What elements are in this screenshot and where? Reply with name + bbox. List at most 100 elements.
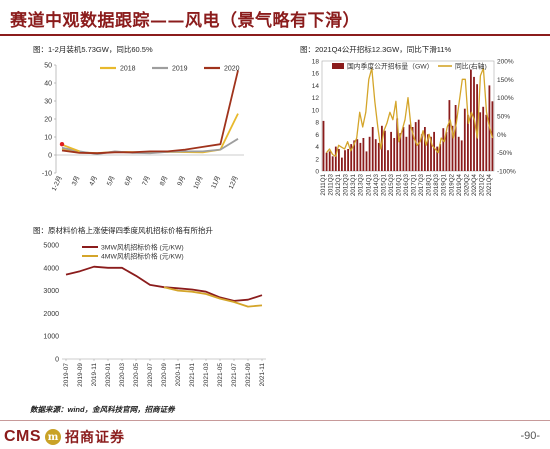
- chart1-y-tick-label: 20: [44, 117, 52, 124]
- title-divider: [0, 34, 550, 36]
- chart2-x-tick-label: 2019Q4: [456, 173, 463, 196]
- chart3-x-tick-label: 2020-11: [175, 363, 182, 387]
- chart1-legend-label: 2020: [224, 66, 240, 73]
- chart1-series-2018: [61, 113, 239, 155]
- chart1-x-tick-label: 11月: [209, 174, 222, 189]
- chart2-bar: [417, 119, 420, 171]
- chart1-x-tick-label: 9月: [175, 174, 187, 187]
- chart3-legend-label: 3MW风机招标价格 (元/KW): [101, 243, 184, 252]
- chart2-x-tick-label: 2011Q1: [320, 173, 327, 195]
- chart2-plot-frame: [321, 60, 495, 172]
- chart3-series-3mw: [65, 265, 263, 302]
- chart2-y-right-tick-label: -100%: [497, 169, 516, 176]
- chart3-x-tick-label: 2020-09: [161, 363, 168, 387]
- chart2-bar: [347, 149, 349, 171]
- chart3-y-tick-label: 2000: [43, 311, 59, 318]
- chart1-x-tick-label: 4月: [87, 174, 99, 187]
- chart2-x-tick-label: 2012Q3: [343, 173, 350, 196]
- chart3-y-tick-label: 3000: [43, 288, 59, 295]
- chart3-x-tick-label: 2020-03: [119, 363, 126, 387]
- chart1-y-tick-label: 40: [44, 81, 52, 88]
- chart3-x-tick-label: 2021-09: [245, 363, 252, 387]
- chart3-x-tick-label: 2020-05: [133, 363, 140, 387]
- logo-company-name: 招商证券: [65, 430, 126, 446]
- chart2-x-tick-label: 2014Q3: [373, 173, 380, 196]
- chart2-y-left-tick-label: 12: [312, 95, 320, 102]
- chart1-x-tick-label: 10月: [192, 174, 205, 190]
- chart2-y-left-tick-label: 6: [315, 132, 319, 139]
- chart2-y-left-tick-label: 16: [312, 71, 320, 78]
- chart2-x-tick-label: 2021Q4: [486, 173, 493, 196]
- chart2-y-left-tick-label: 4: [315, 144, 319, 151]
- chart2-y-left-tick-label: 10: [312, 107, 320, 114]
- chart2-bar: [476, 84, 478, 171]
- chart2-bar: [414, 122, 417, 171]
- chart2-bar: [338, 149, 340, 171]
- chart2-title: 图：2021Q4公开招标12.3GW，同比下滑11%: [300, 45, 452, 54]
- chart2-bar: [420, 134, 423, 171]
- chart1-y-tick-label: 0: [48, 153, 52, 160]
- chart3-legend-label: 4MW风机招标价格 (元/KW): [101, 252, 184, 261]
- chart2-x-tick-label: 2020Q4: [471, 173, 478, 196]
- chart2-y-right-tick-label: 0%: [497, 132, 507, 139]
- chart2-bar: [460, 140, 463, 171]
- chart2-x-tick-label: 2015Q3: [388, 173, 395, 196]
- page-title: 赛道中观数据跟踪——风电（景气略有下滑）: [10, 11, 360, 31]
- chart1-y-tick-label: -10: [42, 171, 52, 178]
- chart1-x-tick-label: 6月: [123, 174, 135, 187]
- chart2-bar: [463, 108, 466, 171]
- chart2-bar: [473, 76, 475, 171]
- chart1-y-tick-label: 50: [44, 63, 52, 70]
- chart2-y-right-tick-label: 100%: [497, 95, 514, 102]
- chart2-bar: [399, 133, 402, 171]
- chart1-y-tick-label: 30: [44, 99, 52, 106]
- chart2-tenders: 0 2 4 6 8 10 12 14 16 18 -100% -50% 0% 50% 100% 150% 200…: [312, 59, 516, 197]
- chart2-x-tick-label: 2017Q3: [418, 173, 425, 196]
- chart3-series-4mw: [163, 286, 263, 308]
- chart2-bar: [442, 128, 445, 171]
- chart2-bar: [362, 138, 365, 171]
- chart2-x-tick-label: 2016Q1: [395, 173, 402, 196]
- chart2-bar: [430, 136, 432, 171]
- chart1-x-tick-label: 8月: [158, 174, 170, 187]
- chart2-bar: [368, 136, 371, 171]
- chart1-title: 图：1-2月装机5.73GW，同比60.5%: [33, 45, 153, 54]
- chart3-x-tick-label: 2019-09: [77, 363, 84, 387]
- chart1-series-partial: [61, 143, 80, 153]
- chart2-bar: [359, 142, 362, 171]
- chart2-x-tick-label: 2016Q3: [403, 173, 410, 196]
- chart2-bar: [470, 69, 472, 171]
- chart2-y-left-tick-label: 8: [315, 120, 319, 127]
- chart2-bar: [424, 127, 426, 171]
- chart2-bar: [402, 127, 405, 171]
- chart2-bar: [350, 144, 353, 171]
- chart2-x-tick-label: 2015Q1: [380, 173, 387, 196]
- chart2-yoy-line: [325, 67, 494, 157]
- chart2-y-left-tick-label: 14: [312, 83, 320, 90]
- chart2-bar: [445, 131, 448, 171]
- chart2-x-tick-label: 2013Q1: [350, 173, 357, 196]
- chart2-bar: [328, 151, 331, 171]
- chart2-x-tick-label: 2017Q1: [411, 173, 418, 196]
- chart2-bar: [479, 112, 482, 171]
- chart2-y-right-tick-label: -50%: [497, 150, 512, 157]
- chart2-bar: [356, 139, 359, 171]
- chart1-highlight-point: [59, 142, 65, 147]
- chart2-bar: [457, 136, 460, 171]
- chart2-bar: [371, 127, 374, 171]
- chart2-bar: [411, 127, 414, 171]
- chart2-bar: [482, 106, 485, 171]
- chart2-bar: [433, 131, 435, 171]
- chart3-x-tick-label: 2020-07: [147, 363, 154, 387]
- chart2-bar: [365, 151, 368, 171]
- chart1-x-tick-label: 12月: [227, 174, 240, 190]
- brand-logo: CMS m 招商证券: [4, 427, 125, 447]
- chart2-bar: [344, 150, 346, 171]
- chart3-x-tick-label: 2021-01: [189, 363, 196, 387]
- chart2-bar: [384, 130, 386, 171]
- chart2-bar: [325, 152, 328, 171]
- chart2-x-tick-label: 2020Q2: [463, 173, 470, 196]
- chart2-legend-line-label: 同比(右轴): [455, 62, 487, 71]
- chart2-x-tick-label: 2014Q1: [365, 173, 372, 196]
